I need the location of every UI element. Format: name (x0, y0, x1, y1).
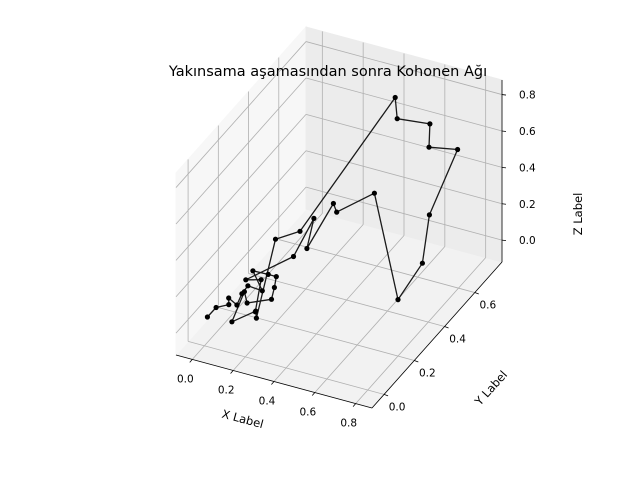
y-tick-label: 0.0 (389, 401, 406, 413)
data-point (253, 315, 259, 321)
x-tick-label: 0.0 (177, 373, 194, 385)
grid-line-x-floor (273, 235, 405, 382)
z-tick (501, 166, 507, 169)
x-tick-label: 0.6 (299, 407, 316, 419)
y-tick-label: 0.2 (419, 367, 436, 379)
data-point (304, 245, 310, 252)
data-point (252, 309, 258, 315)
grid-line-z-left (175, 114, 307, 261)
y-tick (474, 292, 479, 295)
data-point (265, 271, 271, 277)
x-tick (271, 381, 275, 385)
data-point (226, 302, 232, 308)
data-point (213, 304, 219, 311)
data-point (268, 296, 275, 302)
x-axis-label: X Label (220, 407, 265, 432)
chart-title: Yakınsama aşamasından sonra Kohonen Ağı (168, 64, 488, 80)
z-tick (501, 239, 507, 242)
grid-line-y-floor (248, 273, 445, 327)
grid-lines (175, 31, 503, 404)
y-axis-label: Y Label (471, 368, 510, 409)
data-point (455, 146, 461, 153)
grid-line-z-left (175, 41, 307, 188)
data-point (394, 116, 400, 122)
data-point (392, 94, 398, 101)
z-tick-label: 0.8 (519, 90, 536, 102)
grid-line-z-back (305, 77, 503, 132)
data-point (272, 236, 279, 242)
grid-line-z-left (175, 150, 307, 298)
y-axis-line (371, 261, 503, 409)
z-axis-label: Z Label (571, 193, 585, 236)
data-point (297, 228, 303, 234)
data-point (258, 277, 264, 283)
data-point (243, 277, 249, 283)
data-point (259, 288, 265, 294)
data-point (419, 260, 425, 266)
tick-marks (189, 94, 507, 407)
grid-line-y-floor (187, 341, 385, 395)
grid-line-y-floor (218, 307, 415, 361)
x-tick (311, 392, 316, 396)
x-tick-label: 0.2 (218, 384, 235, 396)
data-point (426, 212, 432, 218)
data-point (330, 200, 336, 207)
grid-line-z-back (305, 113, 503, 168)
x-tick-label: 0.4 (259, 396, 276, 408)
data-point (311, 215, 317, 221)
data-point (271, 284, 277, 291)
data-point (250, 268, 256, 274)
grid-line-z-left (175, 77, 307, 225)
grid-line-z-back (305, 41, 503, 95)
z-tick-label: 0.4 (519, 162, 536, 174)
data-point (234, 302, 240, 308)
z-tick-label: 0.2 (519, 199, 536, 211)
grid-line-x-floor (192, 213, 323, 360)
data-point (241, 289, 247, 295)
tick-labels: 0.0 0.2 0.4 0.6 0.8 0.0 0.2 0.4 0.6 0.0 0.2 0.4 0.6 0… (177, 90, 536, 430)
grid-line-z-left (175, 186, 307, 334)
data-point (427, 121, 433, 127)
data-point (226, 295, 232, 301)
z-tick (501, 94, 507, 96)
y-tick-label: 0.4 (449, 334, 466, 346)
data-markers (204, 94, 461, 325)
data-point (245, 283, 251, 289)
y-tick (383, 394, 389, 397)
data-point (244, 300, 250, 306)
data-point (204, 314, 210, 320)
data-point (371, 190, 377, 196)
data-point (273, 274, 279, 280)
grid-line-y-floor (278, 239, 475, 293)
grid-line-x-floor (355, 257, 486, 404)
y-tick (414, 360, 419, 363)
z-tick (501, 130, 507, 132)
grid-line-x-floor (232, 224, 364, 371)
y-tick (444, 326, 449, 329)
z-tick-label: 0.0 (519, 235, 536, 247)
grid-line-z-back (305, 186, 503, 241)
grid-line-x-floor (314, 246, 446, 393)
y-tick-label: 0.6 (479, 300, 496, 312)
data-point (229, 319, 235, 325)
x-tick-label: 0.8 (340, 418, 357, 430)
data-point (290, 253, 297, 260)
data-point (334, 209, 340, 215)
data-point (426, 144, 432, 150)
x-tick (230, 370, 234, 374)
data-point (395, 297, 401, 303)
grid-line-z-back (305, 150, 503, 205)
z-tick (501, 203, 507, 205)
x-tick (189, 359, 193, 363)
z-tick-label: 0.6 (519, 126, 536, 138)
x-tick (352, 403, 356, 407)
